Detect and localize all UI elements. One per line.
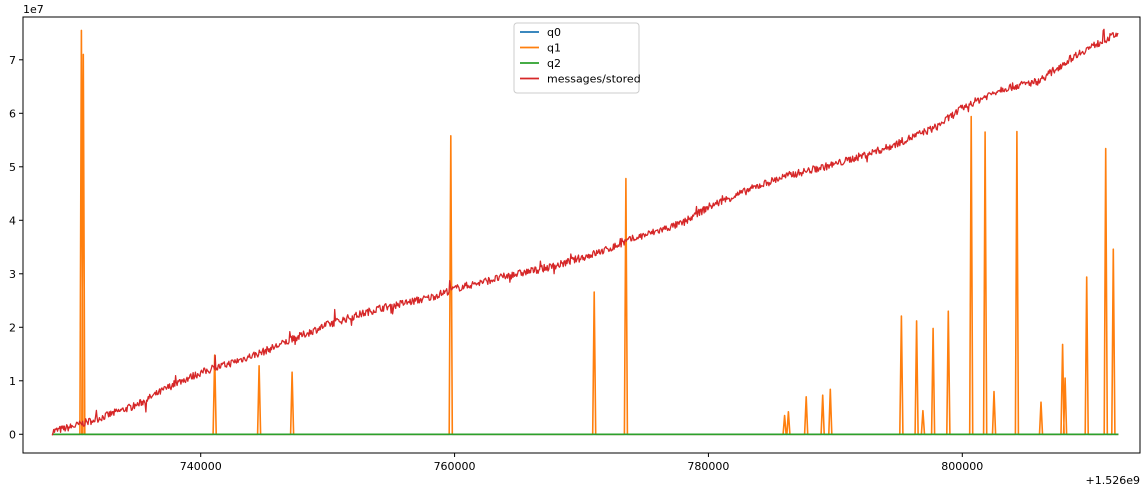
legend-box [513, 22, 640, 94]
y-tick-label: 5 [9, 161, 16, 174]
x-tick-label: 800000 [941, 460, 983, 473]
series-layer [51, 28, 1119, 436]
x-tick-label: 780000 [687, 460, 729, 473]
y-tick-label: 3 [9, 268, 16, 281]
x-tick-label: 740000 [180, 460, 222, 473]
y-tick-label: 2 [9, 321, 16, 334]
legend: q0 q1 q2 messages/stored [513, 22, 641, 94]
legend-label: q0 [547, 26, 561, 39]
y-tick-label: 6 [9, 107, 16, 120]
x-axis: 740000 760000 780000 800000 [180, 453, 983, 473]
y-scale-label: 1e7 [23, 3, 44, 16]
series-messages-stored-line [51, 28, 1119, 436]
x-offset-label: +1.526e9 [1086, 474, 1140, 487]
legend-label: q2 [547, 57, 561, 70]
legend-label: messages/stored [547, 73, 641, 86]
y-tick-label: 1 [9, 375, 16, 388]
x-tick-label: 760000 [434, 460, 476, 473]
y-tick-label: 7 [9, 54, 16, 67]
y-tick-label: 0 [9, 428, 16, 441]
y-tick-label: 4 [9, 214, 16, 227]
y-axis: 0 1 2 3 4 5 6 7 [9, 54, 23, 441]
legend-label: q1 [547, 42, 561, 55]
